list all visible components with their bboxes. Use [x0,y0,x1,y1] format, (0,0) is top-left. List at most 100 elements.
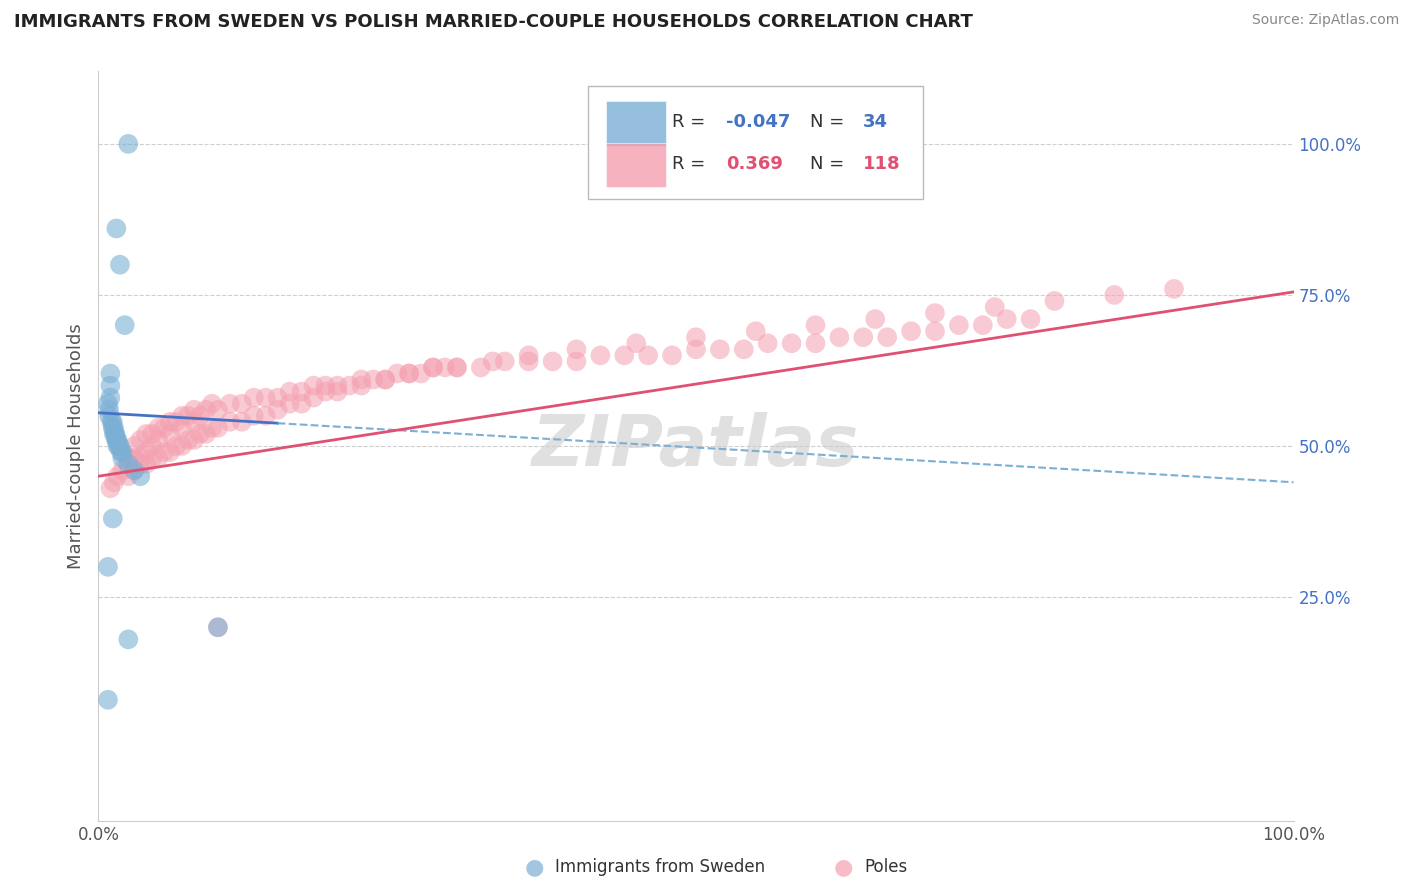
Point [995,312,1018,326]
Point [98,409,121,423]
Text: N =: N = [810,113,849,131]
Point [183,415,205,429]
Point [141,439,163,453]
Point [481,354,505,368]
Point [291,397,314,411]
Point [411,367,433,381]
Point [243,391,266,405]
Point [733,343,755,357]
Point [111,463,134,477]
Point [219,415,242,429]
Point [101,511,124,525]
Point [117,457,139,471]
Y-axis label: Married-couple Households: Married-couple Households [66,323,84,569]
FancyBboxPatch shape [589,87,922,199]
Point [231,415,253,429]
Point [97,559,120,574]
Point [756,336,779,351]
Text: ●: ● [524,857,544,877]
Point [363,372,385,386]
Point [637,348,659,362]
Point [745,324,768,338]
Point [159,415,181,429]
Point [110,445,132,459]
Point [685,330,707,344]
Point [105,221,128,235]
Point [165,415,187,429]
Point [148,451,170,466]
Point [207,402,229,417]
Point [398,367,420,381]
Text: -0.047: -0.047 [725,113,790,131]
Point [267,391,290,405]
Point [107,433,129,447]
Point [111,451,134,466]
Point [135,426,157,441]
Point [129,451,152,466]
Point [852,330,875,344]
Point [828,330,851,344]
Point [565,354,588,368]
Text: IMMIGRANTS FROM SWEDEN VS POLISH MARRIED-COUPLE HOUSEHOLDS CORRELATION CHART: IMMIGRANTS FROM SWEDEN VS POLISH MARRIED… [14,13,973,31]
Point [103,426,125,441]
Point [201,421,224,435]
Point [183,433,205,447]
Point [148,421,170,435]
Point [114,318,136,333]
Point [804,336,827,351]
Point [350,378,373,392]
Point [188,409,211,423]
Point [374,372,396,386]
Point [153,421,176,435]
Point [589,348,612,362]
Point [129,457,152,471]
Point [207,620,229,634]
Point [984,300,1007,314]
Point [924,306,946,320]
Point [105,433,128,447]
Point [141,451,163,466]
Point [613,348,636,362]
Text: Source: ZipAtlas.com: Source: ZipAtlas.com [1251,13,1399,28]
Point [117,457,139,471]
Point [709,343,731,357]
Point [108,439,131,453]
Point [446,360,468,375]
Point [278,384,301,399]
Point [207,620,229,634]
Point [195,402,218,417]
Point [188,426,211,441]
Point [153,445,176,459]
Point [105,433,128,447]
Point [685,343,707,357]
Point [422,360,444,375]
Point [97,693,120,707]
Point [172,421,194,435]
Point [374,372,396,386]
Point [107,469,129,483]
Point [98,402,121,417]
Point [1019,312,1042,326]
Point [97,397,120,411]
Point [100,415,122,429]
Point [398,367,420,381]
Point [626,336,648,351]
Text: R =: R = [672,154,717,172]
Point [124,439,146,453]
Point [231,397,253,411]
Point [326,384,349,399]
Point [972,318,994,333]
Point [470,360,492,375]
Point [804,318,827,333]
Point [291,384,314,399]
Point [350,372,373,386]
Point [159,426,181,441]
Point [446,360,468,375]
Point [541,354,564,368]
Point [661,348,683,362]
Point [107,439,129,453]
Point [172,409,194,423]
Point [1104,288,1126,302]
Point [948,318,970,333]
Point [780,336,803,351]
